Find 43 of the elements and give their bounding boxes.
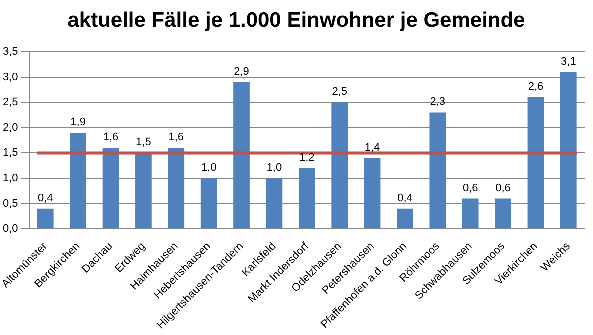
bar <box>332 102 348 229</box>
data-label: 2,6 <box>528 81 544 94</box>
data-label: 0,6 <box>496 182 511 194</box>
bar <box>37 208 54 229</box>
bar <box>266 178 283 229</box>
bar <box>234 82 250 229</box>
data-label: 1,0 <box>201 162 217 174</box>
chart-title: aktuelle Fälle je 1.000 Einwohner je Gemeinde <box>66 8 526 34</box>
y-tick-label: 3,5 <box>2 46 18 58</box>
data-label: 1,4 <box>364 142 380 154</box>
data-label: 2,5 <box>332 86 348 98</box>
data-label: 1,9 <box>70 116 86 128</box>
data-label: 0,4 <box>398 192 413 204</box>
data-label: 1,6 <box>103 132 119 144</box>
bar <box>364 158 381 229</box>
data-label: 1,6 <box>168 132 184 144</box>
bar <box>298 168 316 229</box>
bar <box>430 112 446 229</box>
y-tick-label: 2,5 <box>2 96 18 109</box>
bar <box>528 98 544 229</box>
data-label: 1,2 <box>299 152 315 164</box>
y-tick-label: 0,0 <box>2 223 18 236</box>
y-tick-label: 2,0 <box>2 122 18 134</box>
bar <box>136 153 152 229</box>
data-label: 2,3 <box>430 96 446 108</box>
y-tick-label: 1,0 <box>2 172 18 185</box>
bar <box>200 178 218 229</box>
data-label: 3,1 <box>561 56 576 68</box>
data-label: 0,6 <box>462 182 478 194</box>
data-label: 1,0 <box>266 162 282 174</box>
bar <box>168 148 185 229</box>
bar <box>397 208 414 229</box>
y-tick-label: 1,5 <box>2 147 18 160</box>
bar <box>560 72 577 229</box>
y-tick-label: 0,5 <box>2 198 18 210</box>
bar <box>495 198 512 229</box>
bar <box>462 198 479 229</box>
data-label: 0,4 <box>38 192 54 204</box>
data-label: 2,9 <box>234 66 250 78</box>
data-label: 1,5 <box>136 136 152 149</box>
bar <box>102 148 120 229</box>
y-tick-label: 3,0 <box>2 71 18 84</box>
bar <box>70 132 86 229</box>
